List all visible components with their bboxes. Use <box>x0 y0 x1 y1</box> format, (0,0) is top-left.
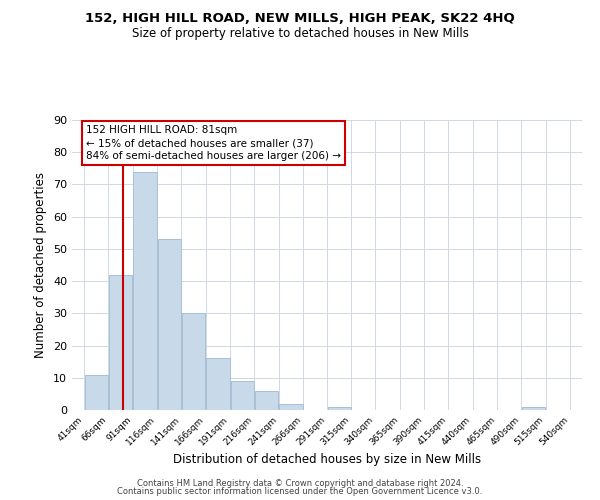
Bar <box>85 374 108 410</box>
Bar <box>255 390 278 410</box>
Bar <box>133 172 157 410</box>
Bar <box>328 407 352 410</box>
Y-axis label: Number of detached properties: Number of detached properties <box>34 172 47 358</box>
Bar <box>230 381 254 410</box>
Text: 152 HIGH HILL ROAD: 81sqm
← 15% of detached houses are smaller (37)
84% of semi-: 152 HIGH HILL ROAD: 81sqm ← 15% of detac… <box>86 125 341 161</box>
X-axis label: Distribution of detached houses by size in New Mills: Distribution of detached houses by size … <box>173 452 481 466</box>
Bar <box>206 358 230 410</box>
Text: Contains public sector information licensed under the Open Government Licence v3: Contains public sector information licen… <box>118 487 482 496</box>
Bar <box>521 407 545 410</box>
Bar <box>279 404 303 410</box>
Bar <box>158 239 181 410</box>
Bar <box>109 274 133 410</box>
Bar <box>182 314 205 410</box>
Text: 152, HIGH HILL ROAD, NEW MILLS, HIGH PEAK, SK22 4HQ: 152, HIGH HILL ROAD, NEW MILLS, HIGH PEA… <box>85 12 515 26</box>
Text: Contains HM Land Registry data © Crown copyright and database right 2024.: Contains HM Land Registry data © Crown c… <box>137 478 463 488</box>
Text: Size of property relative to detached houses in New Mills: Size of property relative to detached ho… <box>131 28 469 40</box>
